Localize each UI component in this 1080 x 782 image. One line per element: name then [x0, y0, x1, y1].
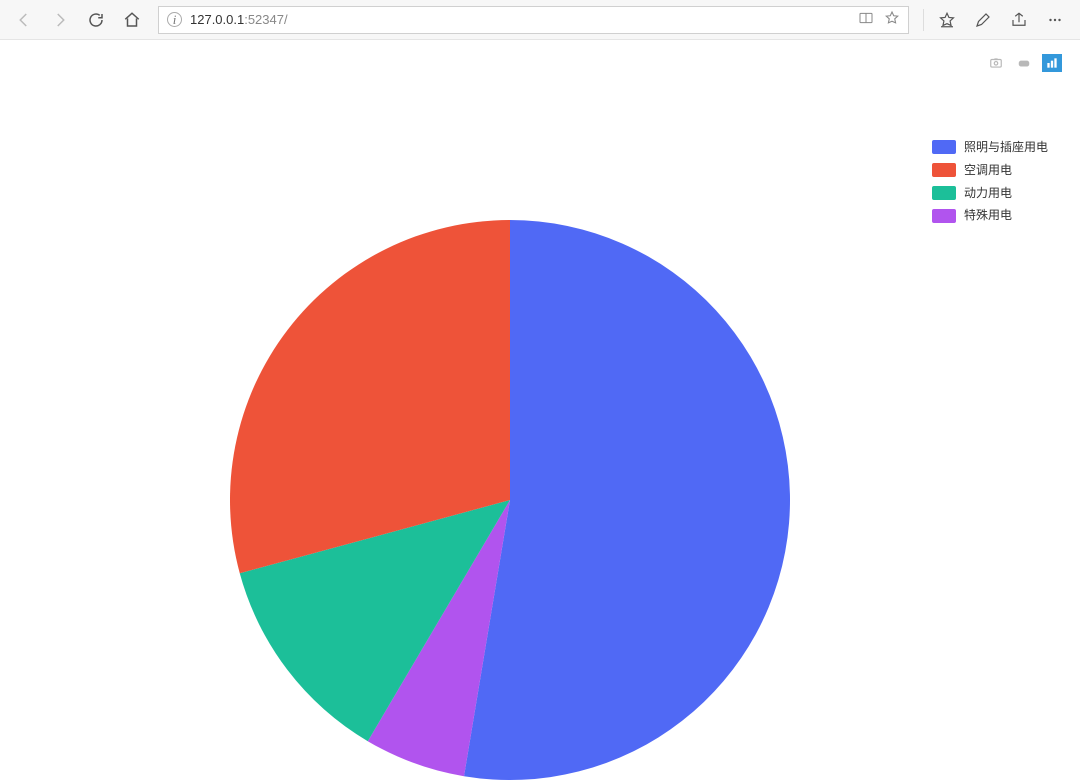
browser-toolbar: i 127.0.0.1:52347/ — [0, 0, 1080, 40]
bar-switch-icon[interactable] — [1042, 54, 1062, 72]
divider — [923, 9, 924, 31]
address-bar[interactable]: i 127.0.0.1:52347/ — [158, 6, 909, 34]
pie-slice[interactable] — [464, 220, 790, 780]
share-icon[interactable] — [1002, 4, 1036, 36]
site-info-icon[interactable]: i — [167, 12, 182, 27]
reading-view-icon[interactable] — [858, 10, 874, 29]
home-button[interactable] — [116, 4, 148, 36]
forward-button[interactable] — [44, 4, 76, 36]
pie-svg[interactable] — [228, 218, 792, 782]
chart-toolbox — [986, 54, 1062, 72]
toolbar-right — [919, 4, 1072, 36]
url-host: 127.0.0.1:52347/ — [190, 12, 288, 27]
addressbar-right — [858, 10, 900, 29]
pie-chart[interactable]: 52.6%5.85%12.3%29.2% — [0, 100, 1080, 736]
save-image-icon[interactable] — [986, 54, 1006, 72]
refresh-button[interactable] — [80, 4, 112, 36]
notes-icon[interactable] — [966, 4, 1000, 36]
favorites-icon[interactable] — [930, 4, 964, 36]
page-content: 照明与插座用电空调用电动力用电特殊用电 52.6%5.85%12.3%29.2% — [0, 40, 1080, 736]
favorite-star-icon[interactable] — [884, 10, 900, 29]
data-view-icon[interactable] — [1014, 54, 1034, 72]
back-button[interactable] — [8, 4, 40, 36]
more-icon[interactable] — [1038, 4, 1072, 36]
